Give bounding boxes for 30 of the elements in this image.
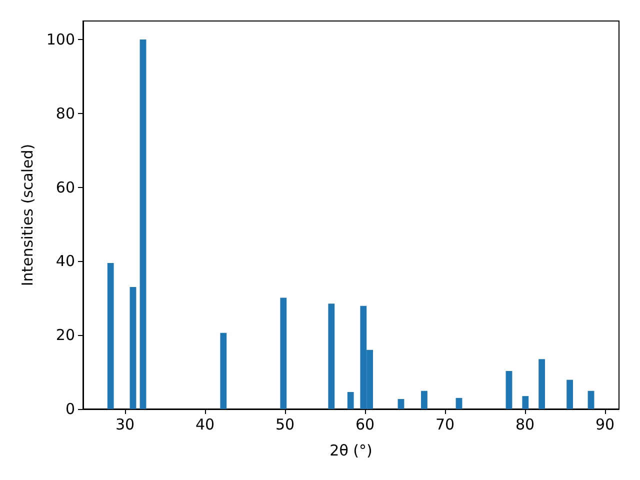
y-tick-label: 80 bbox=[56, 104, 75, 122]
y-tick-label: 20 bbox=[56, 326, 75, 344]
bar bbox=[107, 263, 114, 409]
bar bbox=[421, 390, 428, 409]
x-tick-label: 90 bbox=[595, 416, 615, 434]
bar bbox=[588, 390, 594, 409]
x-tick-label: 30 bbox=[115, 416, 135, 434]
bar bbox=[220, 332, 227, 409]
bar bbox=[280, 298, 287, 409]
x-tick-label: 60 bbox=[355, 416, 375, 434]
x-tick-label: 80 bbox=[515, 416, 535, 434]
bar bbox=[398, 399, 404, 409]
bar bbox=[566, 380, 573, 409]
bar bbox=[130, 287, 136, 409]
bar bbox=[522, 396, 529, 409]
y-tick-label: 40 bbox=[56, 252, 75, 270]
bar bbox=[538, 359, 545, 409]
bar bbox=[140, 39, 146, 409]
y-tick-label: 60 bbox=[56, 178, 75, 196]
x-axis-title: 2θ (°) bbox=[330, 442, 372, 460]
x-tick-label: 40 bbox=[195, 416, 215, 434]
y-tick-label: 0 bbox=[65, 400, 75, 418]
bar bbox=[456, 398, 462, 409]
x-tick-label: 70 bbox=[435, 416, 455, 434]
bar bbox=[347, 392, 354, 409]
y-tick-label: 100 bbox=[46, 30, 75, 48]
y-axis-title: Intensities (scaled) bbox=[18, 144, 36, 286]
x-tick-label: 50 bbox=[275, 416, 295, 434]
bar bbox=[328, 304, 335, 409]
bar bbox=[506, 370, 512, 409]
